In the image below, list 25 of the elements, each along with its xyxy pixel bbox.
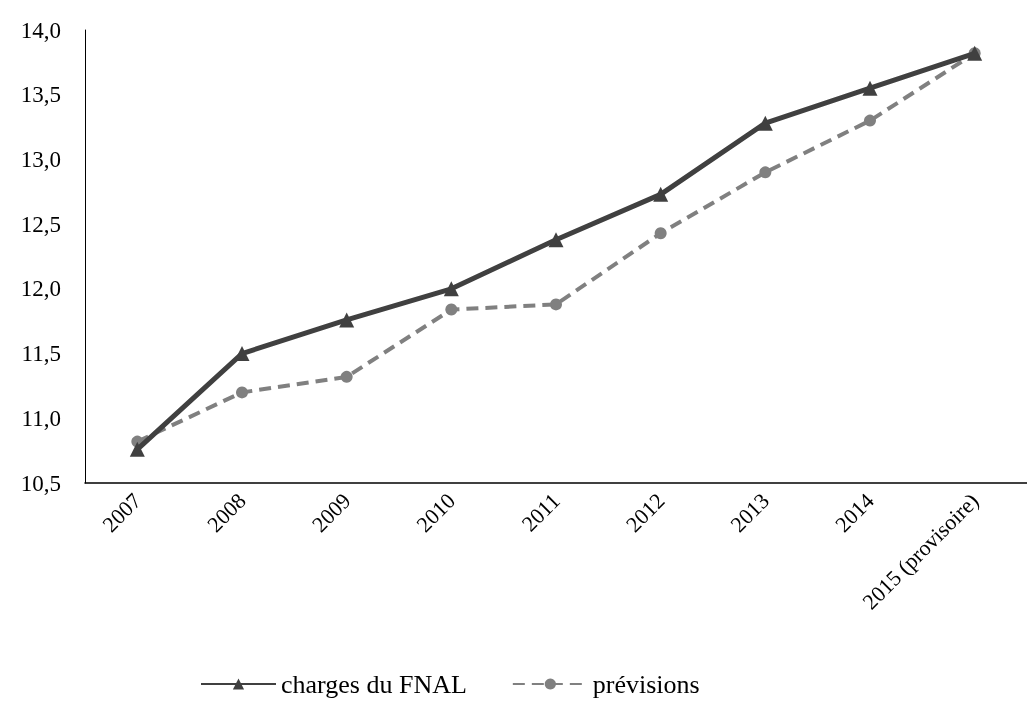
point — [129, 441, 145, 457]
x-tick-label: 2011 — [516, 488, 565, 537]
point — [236, 386, 248, 399]
y-tick-label: 13,0 — [20, 146, 61, 172]
point — [443, 281, 459, 297]
y-tick-label: 12,5 — [20, 211, 61, 237]
y-tick-label: 11,0 — [21, 405, 61, 431]
y-tick-label: 13,5 — [20, 82, 61, 108]
y-tick-label: 11,5 — [21, 341, 61, 367]
y-tick-label: 14,0 — [20, 17, 61, 43]
y-tick-label: 10,5 — [20, 470, 61, 496]
legend-label: prévisions — [592, 669, 700, 699]
point — [445, 303, 458, 316]
point — [757, 115, 773, 131]
point — [550, 298, 562, 311]
point — [340, 370, 353, 383]
point — [759, 166, 772, 179]
y-tick-label: 12,0 — [20, 276, 61, 302]
legend-label: charges du FNAL — [281, 669, 467, 699]
point — [548, 232, 564, 248]
point — [653, 186, 669, 202]
point — [339, 312, 355, 328]
point — [654, 227, 667, 240]
point — [862, 80, 878, 96]
point — [864, 114, 876, 127]
